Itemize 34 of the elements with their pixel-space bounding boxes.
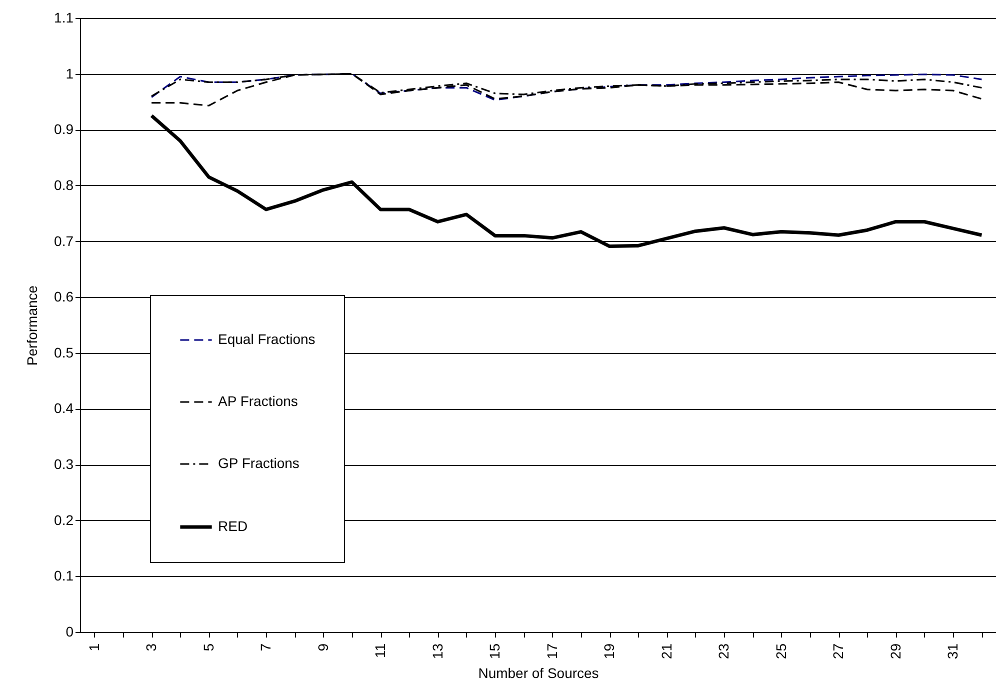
y-axis-title: Performance bbox=[24, 285, 40, 366]
y-tick-label: 0.8 bbox=[54, 176, 74, 193]
legend-label: GP Fractions bbox=[218, 455, 300, 471]
y-tick-label: 0.1 bbox=[54, 568, 74, 584]
x-tick-label: 27 bbox=[830, 643, 846, 660]
y-tick-label: 0.9 bbox=[54, 121, 74, 138]
legend-label: AP Fractions bbox=[218, 393, 298, 409]
x-tick-label: 25 bbox=[772, 643, 789, 660]
y-tick-label: 1 bbox=[66, 65, 74, 82]
x-tick-label: 29 bbox=[887, 643, 904, 660]
y-tick-label: 0.7 bbox=[54, 232, 74, 249]
x-tick-label: 11 bbox=[372, 643, 388, 658]
x-tick-label: 23 bbox=[716, 643, 732, 660]
x-axis-title: Number of Sources bbox=[478, 665, 599, 682]
legend-label: RED bbox=[218, 518, 248, 534]
x-tick-label: 15 bbox=[486, 643, 503, 660]
y-tick-label: 0.6 bbox=[54, 288, 74, 305]
x-tick-label: 19 bbox=[601, 643, 618, 660]
x-tick-label: 17 bbox=[544, 643, 560, 660]
x-tick-label: 1 bbox=[86, 643, 102, 652]
legend-label: Equal Fractions bbox=[218, 331, 316, 347]
x-tick-label: 13 bbox=[429, 643, 446, 660]
y-tick-label: 0 bbox=[66, 624, 74, 640]
x-tick-label: 21 bbox=[658, 643, 674, 660]
y-tick-label: 0.3 bbox=[54, 456, 74, 472]
x-tick-label: 5 bbox=[200, 643, 216, 652]
y-tick-label: 1.1 bbox=[54, 10, 74, 26]
x-tick-label: 9 bbox=[314, 643, 331, 652]
y-tick-label: 0.4 bbox=[54, 400, 74, 416]
x-tick-label: 7 bbox=[258, 643, 274, 652]
x-tick-label: 3 bbox=[143, 643, 160, 652]
y-tick-label: 0.5 bbox=[54, 344, 74, 360]
x-tick-label: 31 bbox=[944, 643, 961, 660]
y-tick-label: 0.2 bbox=[54, 512, 74, 528]
